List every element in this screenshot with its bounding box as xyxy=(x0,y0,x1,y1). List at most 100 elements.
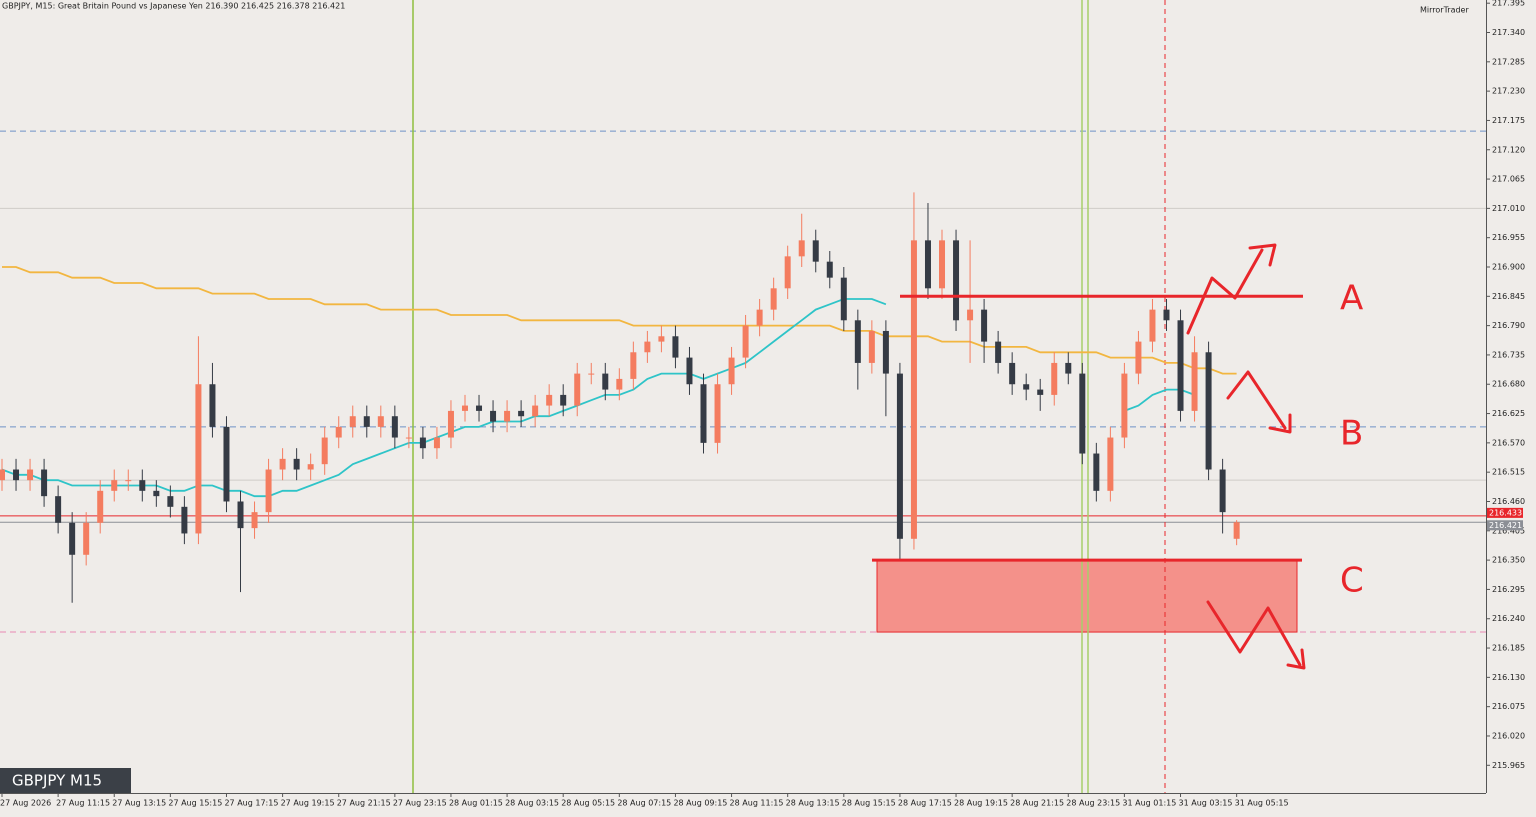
candle-body xyxy=(532,405,539,417)
plot-area xyxy=(0,0,1486,793)
candle-body xyxy=(588,373,595,375)
x-tick-label: 27 Aug 17:15 xyxy=(224,799,278,808)
candle-body xyxy=(1135,341,1142,374)
x-tick-label: 27 Aug 13:15 xyxy=(112,799,166,808)
y-tick-label: 216.020 xyxy=(1492,731,1525,740)
candle-body xyxy=(83,522,90,555)
y-tick-label: 216.350 xyxy=(1492,556,1525,565)
candle-body xyxy=(433,437,440,449)
candle-body xyxy=(560,394,567,406)
y-tick-label: 217.285 xyxy=(1492,57,1525,66)
price-tag-box xyxy=(1487,507,1523,518)
candle-body xyxy=(0,469,5,481)
candle-body xyxy=(419,437,426,449)
candle-body xyxy=(69,522,76,555)
x-tick-label: 31 Aug 03:15 xyxy=(1179,799,1233,808)
y-tick-label: 216.625 xyxy=(1492,409,1525,418)
candle-body xyxy=(1121,373,1128,438)
candle-body xyxy=(770,288,777,310)
annotation: B xyxy=(1340,414,1363,454)
y-tick-label: 216.845 xyxy=(1492,292,1525,301)
candle-body xyxy=(153,490,160,497)
x-tick-label: 27 Aug 19:15 xyxy=(281,799,335,808)
candle-body xyxy=(265,469,272,513)
candle-body xyxy=(518,410,525,417)
candle-body xyxy=(490,410,497,422)
candle-body xyxy=(784,256,791,289)
candle-body xyxy=(1093,453,1100,491)
candle-body xyxy=(1023,384,1030,390)
price-tag-box xyxy=(1487,520,1523,531)
y-tick-label: 216.240 xyxy=(1492,614,1525,623)
price-tag: 216.433 xyxy=(1489,508,1522,517)
y-tick-label: 216.570 xyxy=(1492,438,1525,447)
y-tick-label: 217.230 xyxy=(1492,87,1525,96)
candle-body xyxy=(237,501,244,529)
candle-body xyxy=(1219,469,1226,513)
candle-body xyxy=(854,320,861,363)
candle-body xyxy=(742,325,749,358)
candle-body xyxy=(1233,522,1240,539)
candle-body xyxy=(546,394,553,406)
candle-body xyxy=(1205,352,1212,470)
x-tick-label: 28 Aug 09:15 xyxy=(673,799,727,808)
arrow-breakdown xyxy=(1206,600,1302,667)
candle-body xyxy=(279,458,286,470)
arrow-head xyxy=(1286,648,1306,670)
arrow-head xyxy=(1268,413,1292,434)
y-tick-label: 217.175 xyxy=(1492,116,1525,125)
y-tick-label: 216.515 xyxy=(1492,468,1525,477)
candle-body xyxy=(658,336,665,342)
candle-body xyxy=(1177,320,1184,411)
arrow-down xyxy=(1226,370,1287,430)
arrow-up xyxy=(1186,248,1264,335)
x-tick-label: 28 Aug 01:15 xyxy=(449,799,503,808)
candle-body xyxy=(377,416,384,427)
candle-body xyxy=(1107,437,1114,491)
x-tick-label: 31 Aug 01:15 xyxy=(1122,799,1176,808)
candle-body xyxy=(728,357,735,385)
candle-body xyxy=(1079,373,1086,454)
candle-body xyxy=(840,277,847,321)
candle-body xyxy=(644,341,651,353)
y-tick-label: 216.790 xyxy=(1492,321,1525,330)
candle-body xyxy=(1065,362,1072,374)
candle-body xyxy=(27,469,34,481)
y-tick-label: 216.735 xyxy=(1492,350,1525,359)
candle-body xyxy=(167,496,174,507)
candle-body xyxy=(125,480,132,482)
broker-label: MirrorTrader xyxy=(1420,6,1469,15)
candle-body xyxy=(111,480,118,491)
candle-body xyxy=(939,240,946,289)
candle-body xyxy=(868,330,875,363)
annotation: C xyxy=(1340,561,1364,601)
candle-body xyxy=(41,469,48,497)
candle-body xyxy=(910,240,917,539)
x-tick-label: 31 Aug 05:15 xyxy=(1235,799,1289,808)
watermark-box xyxy=(0,768,131,793)
x-tick-label: 28 Aug 23:15 xyxy=(1066,799,1120,808)
x-tick-label: 27 Aug 2026 xyxy=(0,799,51,808)
candle-body xyxy=(209,384,216,427)
candle-body xyxy=(826,261,833,278)
candle-body xyxy=(995,341,1002,363)
x-tick-label: 27 Aug 11:15 xyxy=(56,799,110,808)
watermark: GBPJPY M15 xyxy=(12,772,102,790)
candle-body xyxy=(924,240,931,289)
y-tick-label: 216.405 xyxy=(1492,526,1525,535)
x-tick-label: 27 Aug 15:15 xyxy=(168,799,222,808)
y-tick-label: 216.955 xyxy=(1492,233,1525,242)
y-tick-label: 216.680 xyxy=(1492,380,1525,389)
hand-drawing xyxy=(1186,243,1306,670)
candle-body xyxy=(97,490,104,523)
candle-body xyxy=(391,416,398,438)
candle-body xyxy=(616,378,623,390)
y-tick-label: 216.130 xyxy=(1492,673,1525,682)
candle-body xyxy=(349,416,356,427)
candle-body xyxy=(602,373,609,390)
candle-body xyxy=(223,426,230,502)
candle-body xyxy=(405,437,412,439)
candle-body xyxy=(195,384,202,534)
candle-body xyxy=(13,469,20,481)
